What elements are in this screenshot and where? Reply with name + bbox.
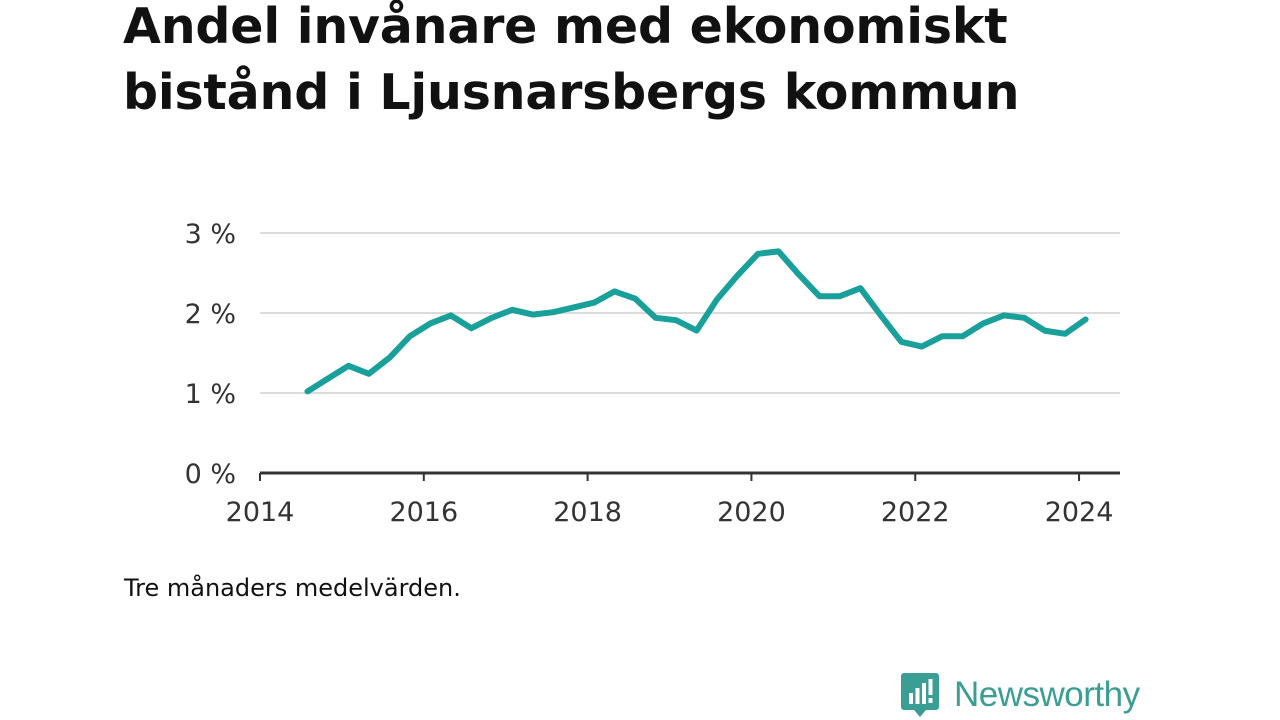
x-tick-label: 2016 bbox=[389, 497, 458, 528]
series-line bbox=[304, 248, 1089, 395]
x-axis bbox=[259, 471, 1120, 481]
x-tick-label: 2020 bbox=[717, 497, 786, 528]
x-tick-label: 2014 bbox=[226, 497, 295, 528]
y-tick-label: 2 % bbox=[185, 299, 236, 330]
newsworthy-logo-icon bbox=[901, 673, 939, 717]
chart-note: Tre månaders medelvärden. bbox=[124, 574, 461, 602]
grid-lines bbox=[260, 232, 1120, 394]
y-tick-label: 1 % bbox=[185, 379, 236, 410]
y-tick-label: 0 % bbox=[185, 459, 236, 490]
brand-name: Newsworthy bbox=[954, 675, 1140, 714]
newsworthy-logo: Newsworthy bbox=[900, 670, 1140, 720]
series-layer bbox=[304, 248, 1089, 395]
tick-labels: 0 % 1 % 2 % 3 % 2014 2016 2018 2020 2022 2024 bbox=[185, 219, 1114, 528]
x-tick-label: 2022 bbox=[881, 497, 950, 528]
chart-title: Andel invånare med ekonomiskt bistånd i … bbox=[123, 0, 1020, 121]
x-tick-label: 2018 bbox=[553, 497, 622, 528]
x-tick-label: 2024 bbox=[1045, 497, 1114, 528]
y-tick-label: 3 % bbox=[185, 219, 236, 250]
